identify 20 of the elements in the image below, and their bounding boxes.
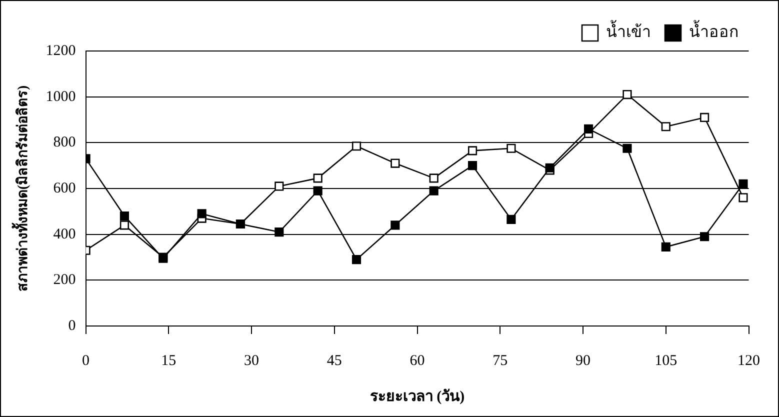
y-tick-label: 1000: [46, 88, 76, 105]
y-tick-label: 1200: [46, 42, 76, 59]
x-tick-label: 0: [82, 352, 90, 369]
x-tick-label: 30: [244, 352, 260, 369]
legend-label: น้ำออก: [689, 20, 739, 42]
y-axis-title: สภาพด่างทั้งหมด(มิลลิกรัมต่อลิตร): [11, 85, 32, 292]
x-tick-label: 105: [654, 352, 678, 369]
y-tick-label: 400: [53, 226, 76, 242]
x-tick-label: 45: [326, 352, 342, 369]
y-tick-label: 200: [53, 272, 76, 288]
y-tick-label: 0: [68, 318, 76, 334]
legend-label: น้ำเข้า: [606, 20, 651, 42]
x-axis-title: ระยะเวลา (วัน): [370, 388, 465, 405]
x-tick-label: 15: [161, 352, 176, 369]
x-tick-label: 120: [738, 352, 760, 369]
x-tick-label: 60: [410, 352, 425, 369]
y-tick-label: 600: [53, 180, 76, 196]
x-tick-label: 90: [576, 352, 591, 369]
x-tick-label: 75: [492, 352, 508, 369]
y-tick-label: 800: [53, 134, 76, 151]
